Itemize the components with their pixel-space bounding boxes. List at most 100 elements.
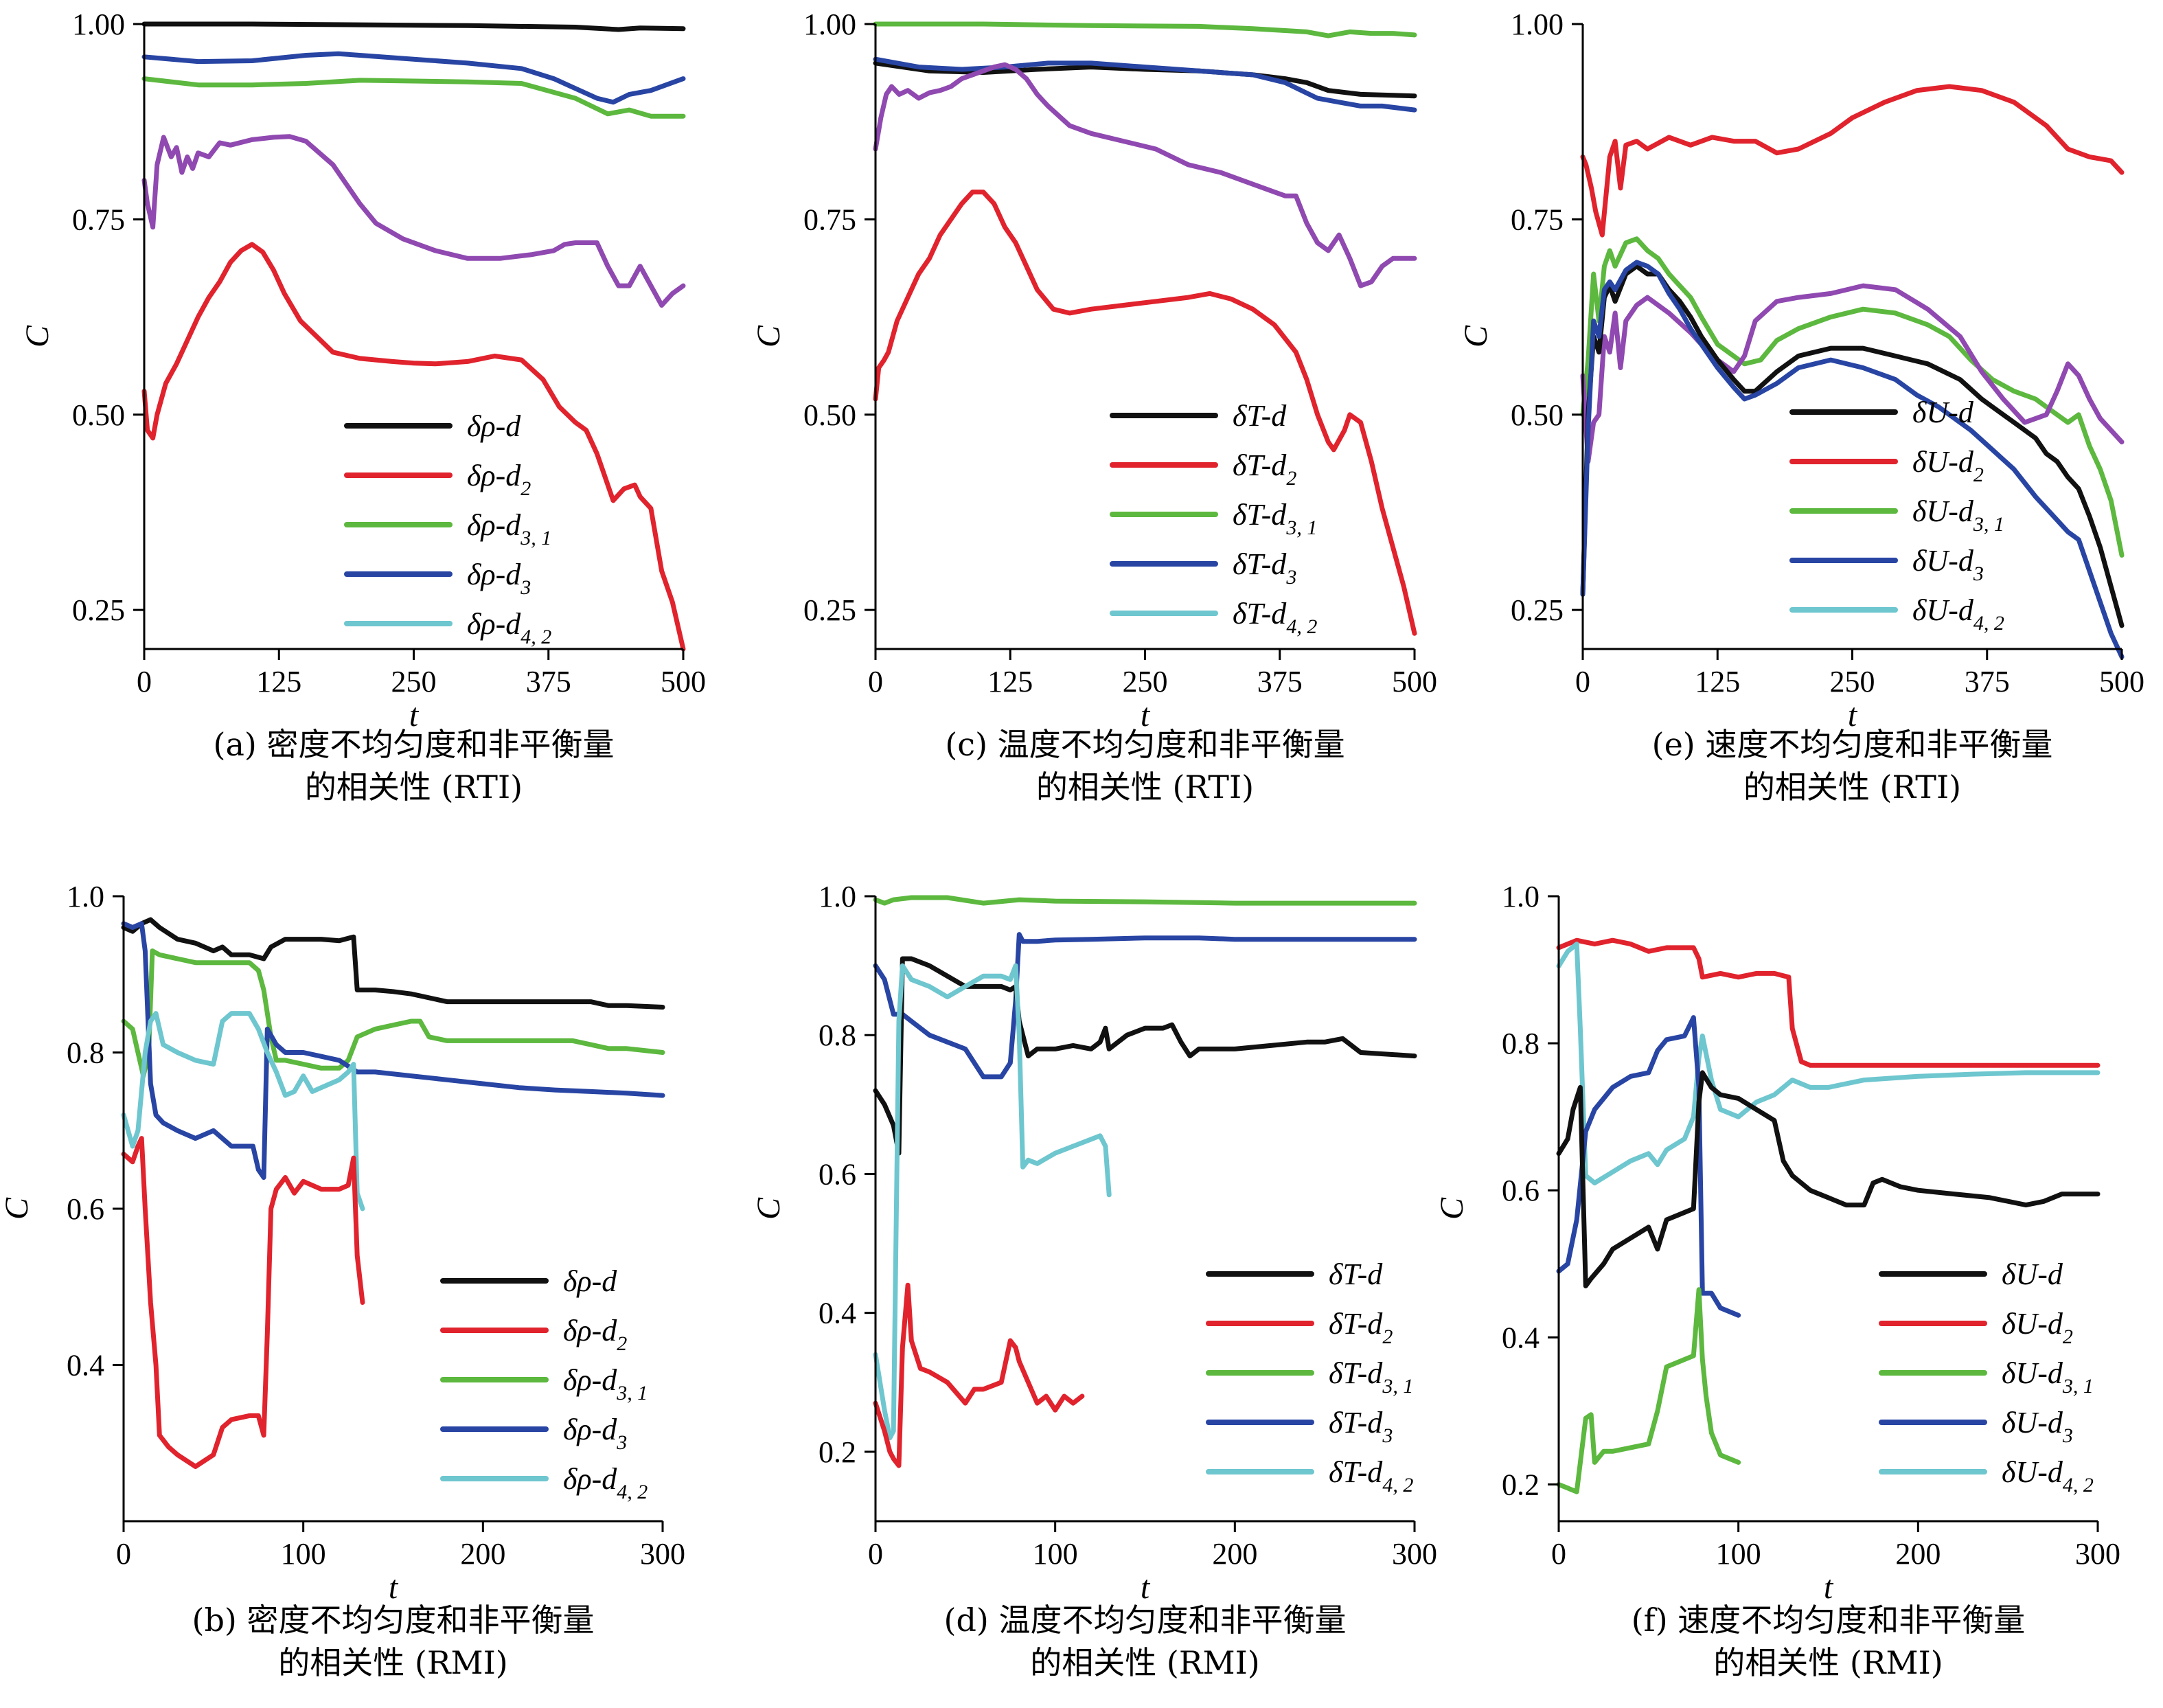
legend-label: δT-d4, 2 <box>1233 597 1317 638</box>
series-line-d-cyan <box>873 963 1112 1441</box>
x-tick-label: 375 <box>1965 665 2010 698</box>
x-axis-label: t <box>1848 697 1858 733</box>
y-tick-label: 0.8 <box>1502 1027 1540 1060</box>
x-tick-label: 500 <box>661 665 706 698</box>
legend-label: δρ-d4, 2 <box>467 607 551 648</box>
x-axis-label: t <box>1141 697 1151 733</box>
legend-label: δρ-d2 <box>563 1314 627 1355</box>
series-line-e-black <box>1580 264 2125 628</box>
x-tick-label: 250 <box>1830 665 1875 698</box>
y-tick-label: 1.00 <box>1511 8 1564 41</box>
legend-label: δT-d2 <box>1233 448 1296 490</box>
legend-label: δρ-d3, 1 <box>563 1363 648 1404</box>
x-axis-label: t <box>1824 1569 1834 1606</box>
caption-line1: (b) 密度不均匀度和非平衡量 <box>192 1602 595 1639</box>
caption-line2: 的相关性 (RTI) <box>305 768 523 806</box>
series-line-d-blue <box>873 932 1417 1080</box>
x-axis-label: t <box>409 697 420 733</box>
y-tick-label: 0.4 <box>819 1297 856 1330</box>
legend-d: δT-d δT-d2 δT-d3, 1 δT-d3 δT-d4, 2 <box>1206 1257 1413 1496</box>
x-tick-label: 0 <box>116 1537 131 1571</box>
caption-line2: 的相关性 (RTI) <box>1036 768 1254 806</box>
caption-line2: 的相关性 (RMI) <box>1713 1644 1943 1681</box>
x-tick-label: 250 <box>1123 665 1168 698</box>
y-tick-label: 0.50 <box>72 398 125 432</box>
y-tick-label: 0.6 <box>819 1157 856 1191</box>
x-tick-label: 100 <box>281 1537 326 1571</box>
series-line-f-black <box>1556 1070 2101 1288</box>
legend-label: δT-d4, 2 <box>1329 1455 1413 1496</box>
x-tick-label: 0 <box>868 1537 883 1571</box>
x-tick-label: 375 <box>1257 665 1303 698</box>
caption-line2: 的相关性 (RMI) <box>1030 1644 1259 1681</box>
chart-panel-c: 0 125 250 375 500 0.25 0.50 0.75 1.00 t CδT-d δT-d2… <box>751 8 1437 806</box>
y-tick-label: 0.6 <box>67 1192 104 1226</box>
series-line-d-green <box>873 895 1417 906</box>
x-axis-label: t <box>1141 1569 1151 1606</box>
legend-label: δρ-d3, 1 <box>467 508 551 549</box>
series-line-a-blue <box>141 51 686 105</box>
legend-label: δU-d4, 2 <box>1912 593 2004 635</box>
legend-label: δU-d3, 1 <box>2002 1356 2094 1398</box>
series-line-b-red <box>121 1136 365 1469</box>
series-line-c-purple <box>873 62 1417 288</box>
legend-label: δU-d3 <box>2002 1406 2073 1447</box>
x-tick-label: 0 <box>1575 665 1590 698</box>
caption-line1: (e) 速度不均匀度和非平衡量 <box>1652 726 2053 763</box>
legend-label: δρ-d <box>563 1264 617 1298</box>
series-line-c-green <box>873 21 1417 38</box>
x-tick-label: 100 <box>1716 1537 1761 1571</box>
series-line-c-red <box>873 190 1417 636</box>
series-line-e-red <box>1580 84 2125 238</box>
y-axis-label: C <box>1434 1197 1470 1220</box>
x-tick-label: 200 <box>1212 1537 1257 1571</box>
y-tick-label: 0.75 <box>72 203 125 236</box>
series-line-e-green <box>1580 236 2125 558</box>
legend-label: δT-d <box>1329 1257 1383 1291</box>
y-tick-label: 1.00 <box>72 8 125 41</box>
y-tick-label: 0.8 <box>67 1036 104 1070</box>
chart-panel-e: 0 125 250 375 500 0.25 0.50 0.75 1.00 t CδU-d δU-d2… <box>1458 8 2144 806</box>
x-axis-label: t <box>389 1569 399 1606</box>
chart-panel-f: 0 100 200 3000.20.40.60.81.0tCδU-dδU-d2δU-d… <box>1434 880 2120 1681</box>
x-tick-label: 500 <box>1392 665 1437 698</box>
x-tick-label: 0 <box>137 665 152 698</box>
caption-line2: 的相关性 (RTI) <box>1743 768 1961 806</box>
legend-label: δρ-d4, 2 <box>563 1462 648 1503</box>
series-line-d-red <box>873 1282 1085 1468</box>
y-tick-label: 1.0 <box>1502 880 1540 913</box>
legend-f: δU-d δU-d2 δU-d3, 1 δU-d3 δU-d4, 2 <box>1879 1257 2094 1496</box>
y-axis-label: C <box>0 1197 35 1220</box>
legend-label: δU-d <box>1912 396 1974 429</box>
y-tick-label: 0.4 <box>1502 1321 1540 1354</box>
x-tick-label: 300 <box>1392 1537 1437 1571</box>
series-line-b-cyan <box>121 1011 365 1211</box>
chart-panel-d: 0 100 200 3000.20.40.60.81.0tCδT-dδT-d2δT-d… <box>751 880 1437 1681</box>
x-tick-label: 250 <box>391 665 437 698</box>
y-tick-label: 0.2 <box>819 1435 856 1469</box>
series-line-f-cyan <box>1556 942 2101 1185</box>
legend-label: δT-d3, 1 <box>1329 1356 1413 1398</box>
legend-label: δT-d2 <box>1329 1307 1393 1348</box>
caption-line1: (d) 温度不均匀度和非平衡量 <box>944 1602 1347 1639</box>
series-line-d-black <box>873 956 1417 1156</box>
series-line-b-blue <box>121 921 665 1180</box>
y-tick-label: 0.8 <box>819 1018 856 1052</box>
x-tick-label: 200 <box>1895 1537 1941 1571</box>
x-tick-label: 0 <box>868 665 883 698</box>
y-tick-label: 0.25 <box>1511 593 1564 627</box>
x-tick-label: 0 <box>1551 1537 1566 1571</box>
legend-label: δρ-d3 <box>467 558 531 599</box>
series-line-a-red <box>141 242 686 652</box>
series-line-f-red <box>1556 937 2101 1068</box>
chart-panel-a: 0 125 250 375 500 0.25 0.50 0.75 1.00 t Cδρ-d δρ-d2… <box>19 8 706 806</box>
y-tick-label: 1.0 <box>67 880 104 913</box>
y-tick-label: 0.50 <box>1511 398 1564 432</box>
legend-label: δρ-d3 <box>563 1413 627 1454</box>
legend-label: δU-d <box>2002 1257 2063 1291</box>
x-tick-label: 375 <box>526 665 571 698</box>
chart-panel-b: 0 100 200 300 0.4 0.6 0.8 1.0 t Cδρ-d δρ-d2 δρ-d3, … <box>0 880 685 1681</box>
x-tick-label: 125 <box>1695 665 1740 698</box>
caption-line1: (c) 温度不均匀度和非平衡量 <box>945 726 1344 763</box>
